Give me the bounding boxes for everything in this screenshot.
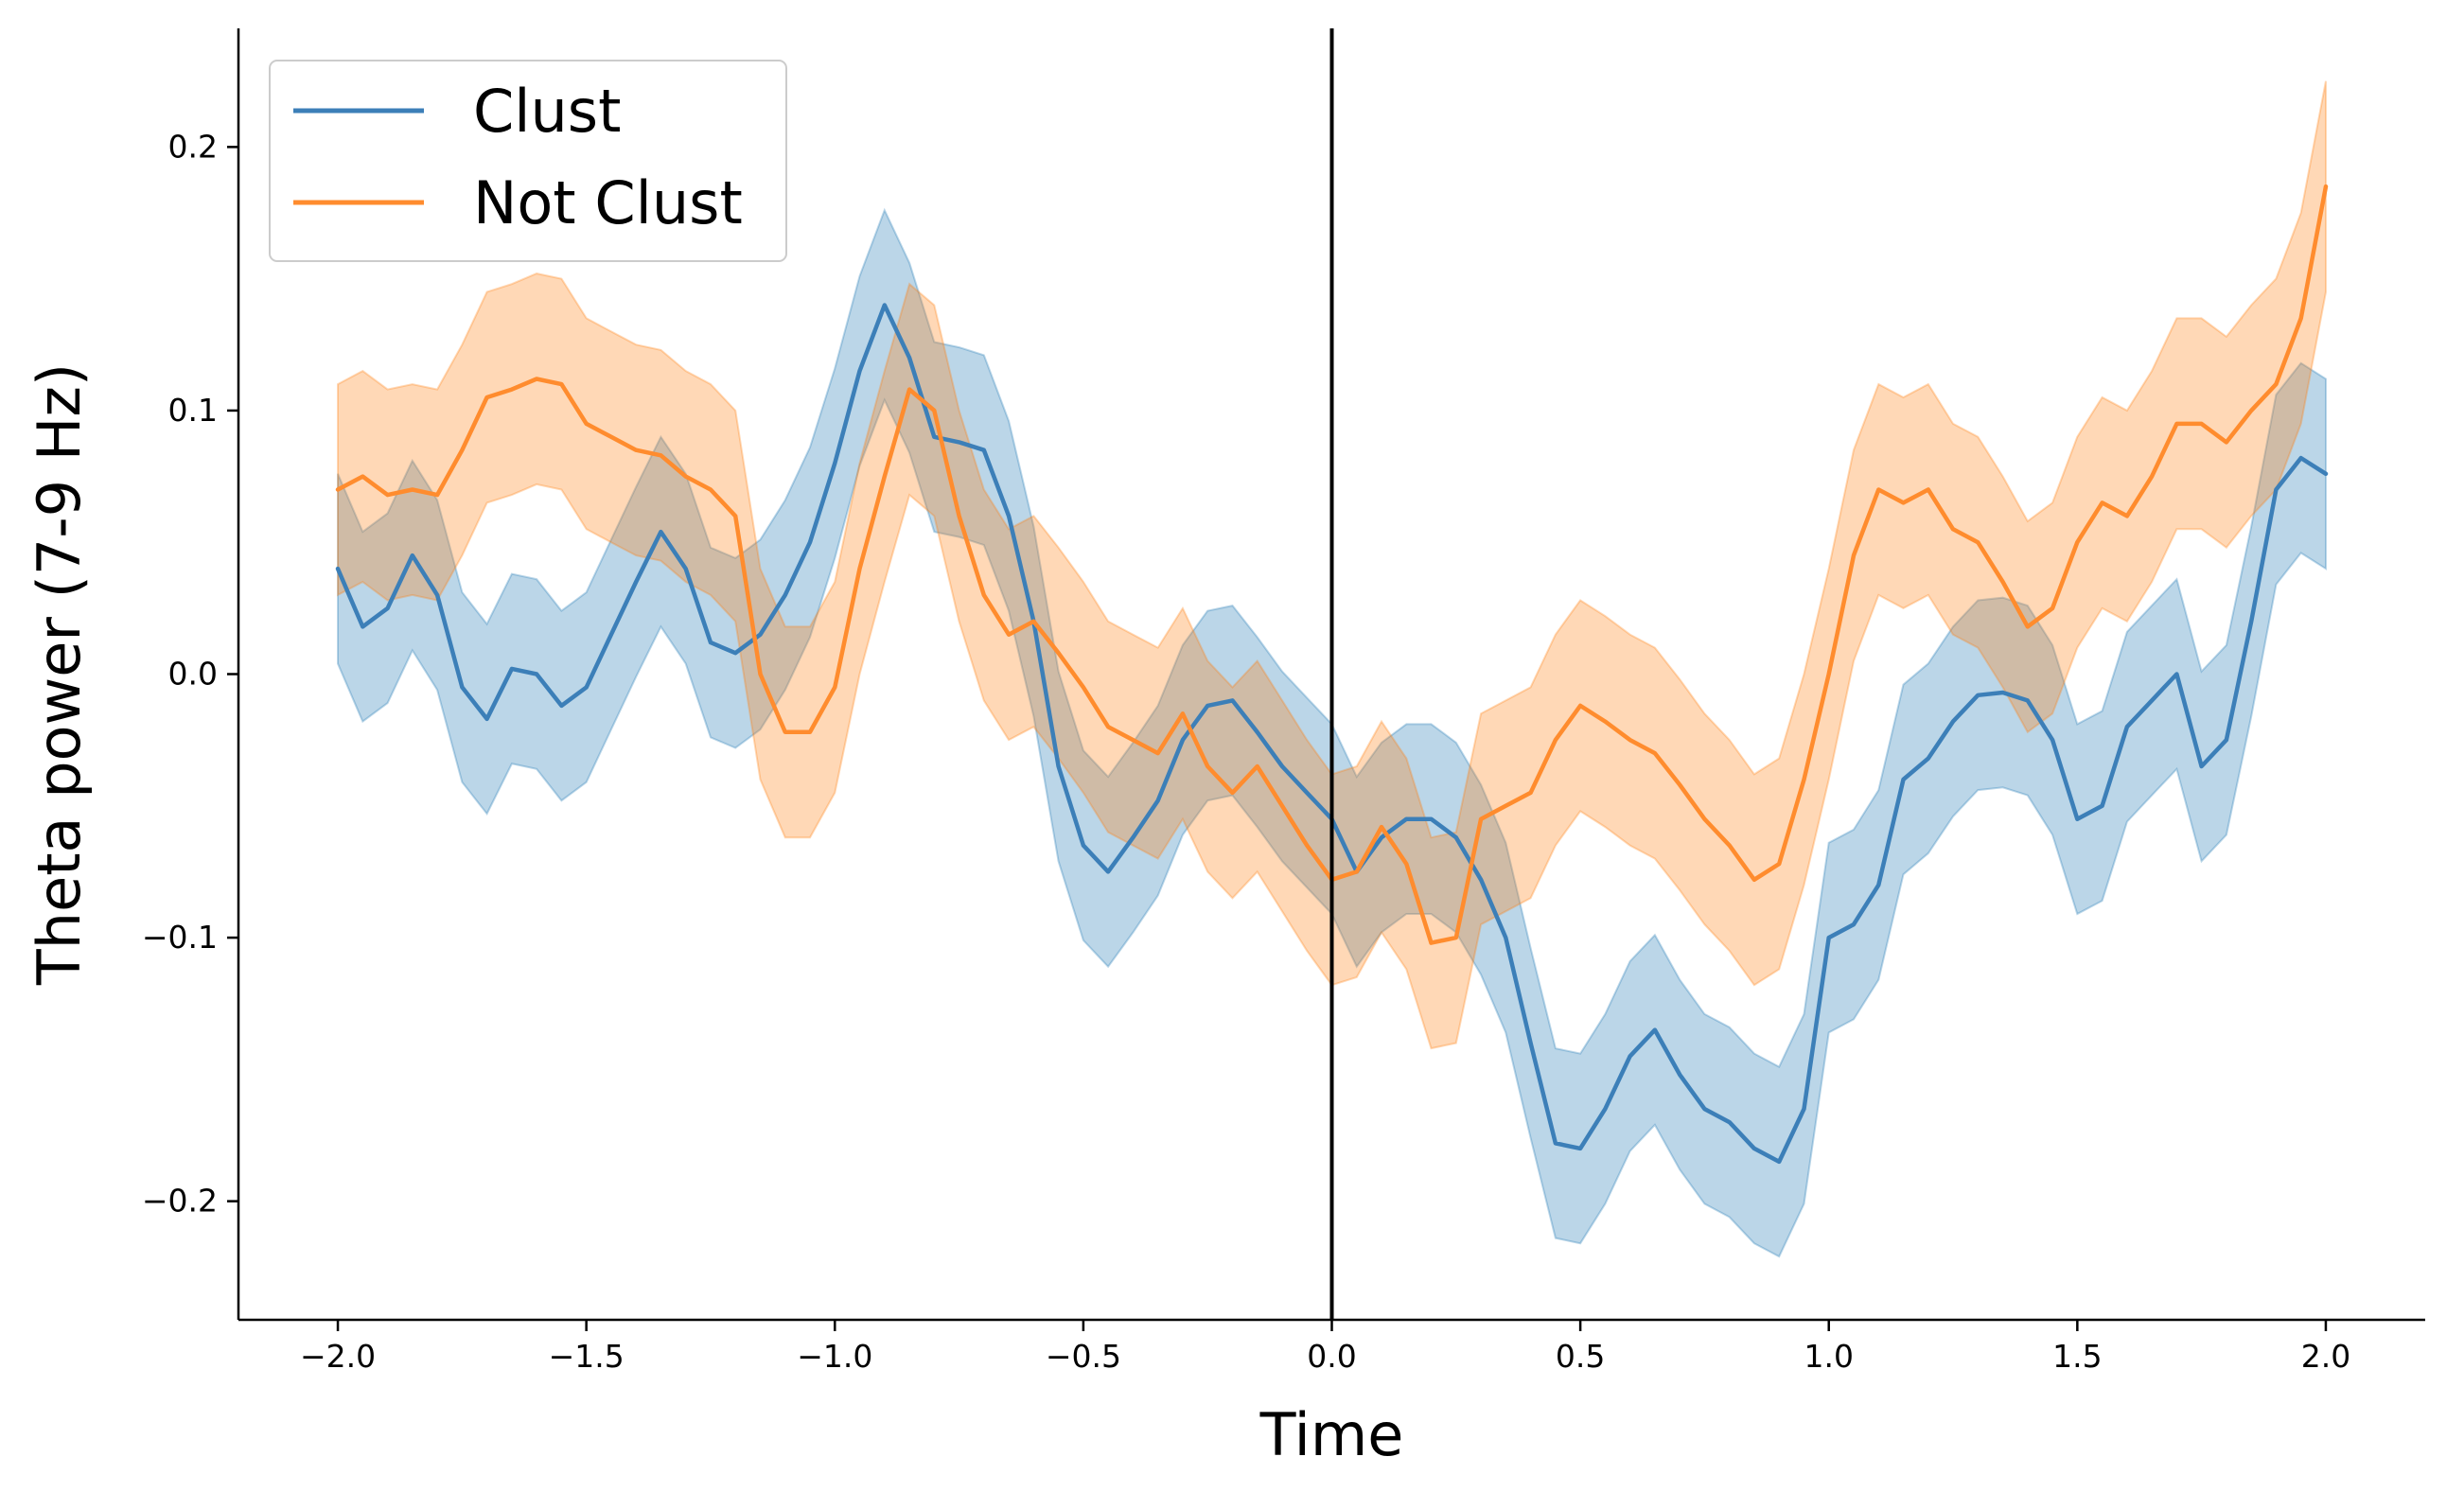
x-tick-label: 1.5	[2052, 1338, 2102, 1375]
axes: −2.0 −1.5 −1.0 −0.5 0.0 0.5 1.0 1.5 2.0 −0.2 −0.1…	[142, 28, 2425, 1375]
x-tick-label: 0.0	[1307, 1338, 1356, 1375]
y-axis-label: Theta power (7-9 Hz)	[25, 363, 94, 986]
x-tick-label: −1.0	[797, 1338, 872, 1375]
legend: Clust Not Clust	[269, 60, 787, 262]
legend-label-not-clust: Not Clust	[473, 168, 743, 237]
y-tick-label: −0.1	[142, 919, 218, 956]
x-tick-label: −1.5	[549, 1338, 625, 1375]
legend-label-clust: Clust	[473, 77, 621, 146]
x-tick-label: 2.0	[2301, 1338, 2350, 1375]
y-tick-label: 0.1	[168, 392, 218, 429]
x-tick-label: −2.0	[300, 1338, 376, 1375]
x-tick-label: 1.0	[1804, 1338, 1853, 1375]
y-tick-label: 0.2	[168, 128, 218, 165]
y-tick-label: 0.0	[168, 656, 218, 693]
x-axis-label: Time	[1259, 1400, 1404, 1469]
y-tick-label: −0.2	[142, 1183, 218, 1220]
x-ticks: −2.0 −1.5 −1.0 −0.5 0.0 0.5 1.0 1.5 2.0	[300, 1320, 2350, 1375]
x-tick-label: −0.5	[1046, 1338, 1121, 1375]
y-ticks: −0.2 −0.1 0.0 0.1 0.2	[142, 128, 238, 1220]
x-tick-label: 0.5	[1556, 1338, 1605, 1375]
